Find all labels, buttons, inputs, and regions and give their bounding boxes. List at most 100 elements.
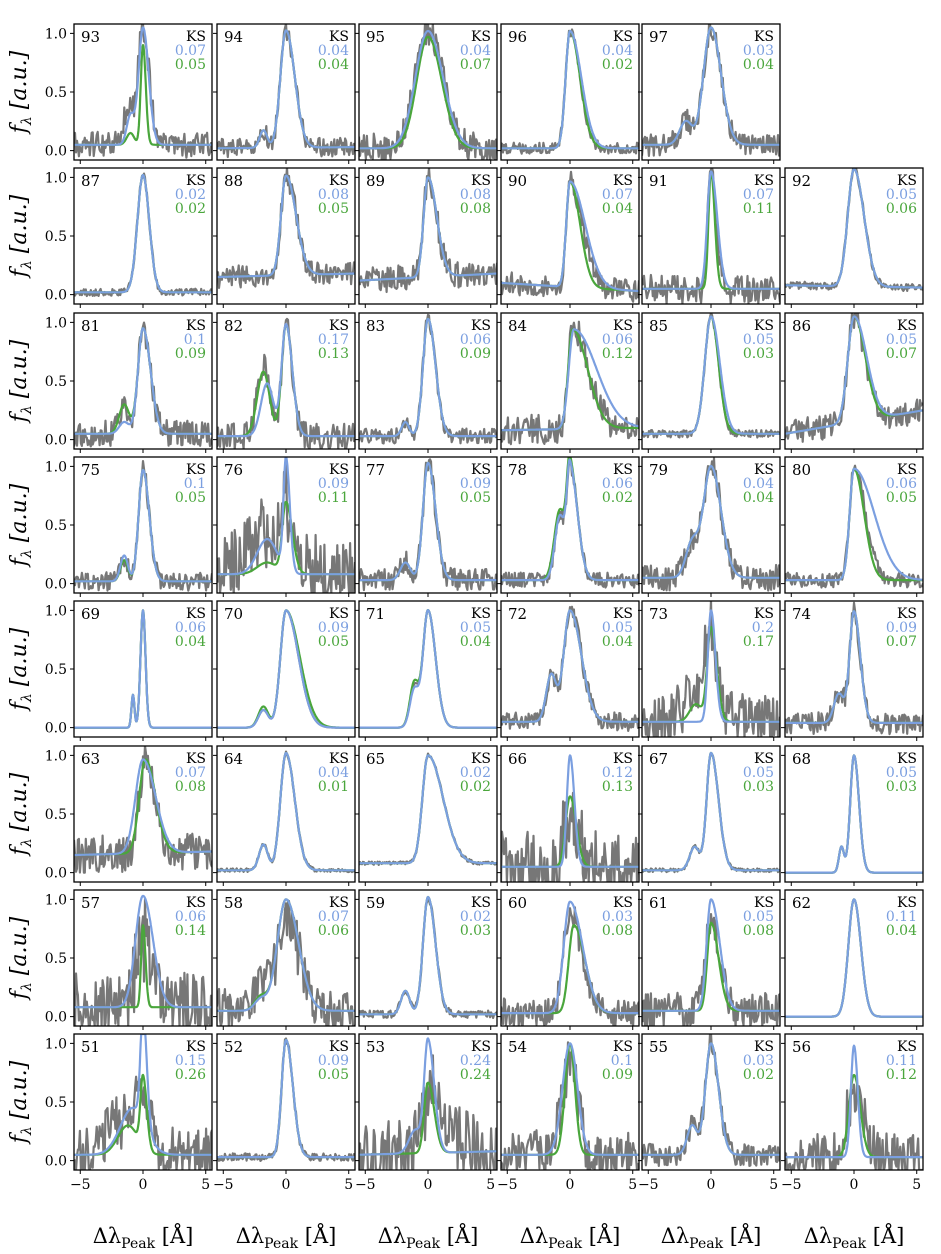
ks-green-value: 0.07 [886, 634, 917, 650]
panel-52: −5 0 5 52 KS0.090.05 [213, 1033, 356, 1193]
ks-blue-value: 0.05 [886, 332, 917, 348]
blue-model-93 [74, 26, 212, 146]
blue-model-68 [785, 754, 923, 874]
panel-number: 85 [649, 317, 668, 335]
panel-number: 70 [224, 605, 243, 623]
ks-label: KS [754, 751, 774, 767]
panel-number: 53 [366, 1038, 385, 1056]
x-tick-label: 5 [201, 1177, 210, 1193]
blue-model-69 [74, 609, 212, 729]
x-tick-label: 0 [282, 1177, 291, 1193]
blue-model-75 [74, 468, 212, 583]
observed-spectrum-94 [217, 24, 355, 159]
ks-label: KS [754, 462, 774, 478]
panel-number: 71 [366, 605, 385, 623]
blue-model-62 [785, 898, 923, 1018]
ks-blue-value: 0.09 [318, 620, 349, 636]
observed-spectrum-66 [501, 791, 639, 882]
ks-green-value: 0.17 [743, 634, 774, 650]
x-tick-label: 5 [344, 1177, 353, 1193]
x-axis-labels: ΔλPeak [Å] ΔλPeak [Å] ΔλPeak [Å] ΔλPeak [Å]… [93, 1223, 905, 1252]
x-tick-label: −5 [355, 1177, 376, 1193]
panel-68: 68 KS0.050.03 [781, 745, 924, 886]
ks-green-value: 0.05 [318, 634, 349, 650]
ks-blue-value: 0.04 [460, 43, 491, 59]
blue-model-74 [785, 610, 923, 725]
panel-81: 0.0 0.5 1.0 81 KS0.10.09 [45, 312, 213, 453]
ks-blue-value: 0.2 [752, 620, 774, 636]
ks-label: KS [329, 462, 349, 478]
ks-label: KS [471, 606, 491, 622]
panel-number: 90 [508, 172, 527, 190]
panel-74: 74 KS0.090.07 [781, 600, 924, 741]
ks-label: KS [329, 751, 349, 767]
panel-86: 86 KS0.050.07 [781, 312, 924, 453]
observed-spectrum-74 [785, 601, 923, 736]
ks-label: KS [754, 1039, 774, 1055]
y-tick-label: 0.5 [45, 229, 67, 245]
ks-label: KS [613, 462, 633, 478]
ks-label: KS [754, 173, 774, 189]
y-tick-label: 1.0 [45, 1036, 67, 1052]
panel-96: 96 KS0.040.02 [497, 23, 640, 164]
panel-number: 72 [508, 605, 527, 623]
y-axis-label: fλ [a.u.] [7, 339, 35, 424]
panel-number: 63 [81, 750, 100, 768]
observed-spectrum-73 [642, 601, 780, 737]
ks-green-value: 0.24 [460, 1067, 491, 1083]
ks-label: KS [186, 895, 206, 911]
ks-green-value: 0.02 [175, 201, 206, 217]
observed-spectrum-54 [501, 1041, 639, 1170]
ks-label: KS [613, 1039, 633, 1055]
ks-blue-value: 0.05 [460, 620, 491, 636]
ks-label: KS [897, 462, 917, 478]
y-tick-label: 0.0 [45, 1154, 67, 1170]
ks-label: KS [329, 1039, 349, 1055]
panel-93: 0.0 0.5 1.0 93 KS0.070.05 [45, 23, 213, 164]
observed-spectrum-75 [74, 460, 212, 592]
y-tick-label: 1.0 [45, 748, 67, 764]
panel-number: 97 [649, 28, 668, 46]
ks-blue-value: 0.04 [318, 43, 349, 59]
panel-number: 93 [81, 28, 100, 46]
ks-green-value: 0.13 [602, 779, 633, 795]
panel-80: 80 KS0.060.05 [781, 456, 924, 597]
panel-number: 79 [649, 461, 668, 479]
blue-model-87 [74, 173, 212, 294]
ks-green-value: 0.05 [318, 1067, 349, 1083]
ks-green-value: 0.13 [318, 346, 349, 362]
panel-number: 76 [224, 461, 243, 479]
ks-blue-value: 0.05 [743, 909, 774, 925]
ks-label: KS [471, 462, 491, 478]
ks-green-value: 0.05 [175, 490, 206, 506]
ks-green-value: 0.07 [886, 346, 917, 362]
ks-green-value: 0.08 [460, 201, 491, 217]
panel-73: 73 KS0.20.17 [638, 600, 781, 741]
panel-65: 65 KS0.020.02 [355, 745, 498, 886]
ks-green-value: 0.01 [318, 779, 349, 795]
ks-green-value: 0.03 [886, 779, 917, 795]
panel-75: 0.0 0.5 1.0 75 KS0.10.05 [45, 456, 213, 597]
ks-blue-value: 0.02 [460, 909, 491, 925]
ks-green-value: 0.09 [602, 1067, 633, 1083]
blue-model-85 [642, 315, 780, 435]
ks-green-value: 0.09 [460, 346, 491, 362]
y-tick-label: 0.0 [45, 288, 67, 304]
x-tick-label: −5 [781, 1177, 802, 1193]
x-tick-label: 0 [566, 1177, 575, 1193]
ks-label: KS [754, 895, 774, 911]
ks-blue-value: 0.09 [318, 1053, 349, 1069]
ks-green-value: 0.14 [175, 923, 206, 939]
ks-green-value: 0.08 [602, 923, 633, 939]
ks-green-value: 0.03 [460, 923, 491, 939]
observed-spectrum-77 [359, 458, 497, 592]
observed-spectrum-81 [74, 321, 212, 448]
y-tick-label: 0.5 [45, 85, 67, 101]
ks-blue-value: 0.03 [602, 909, 633, 925]
ks-blue-value: 0.02 [460, 765, 491, 781]
observed-spectrum-95 [359, 24, 497, 160]
panel-number: 87 [81, 172, 100, 190]
panel-53: −5 0 553 KS0.240.24 [355, 1033, 498, 1193]
panel-number: 75 [81, 461, 100, 479]
